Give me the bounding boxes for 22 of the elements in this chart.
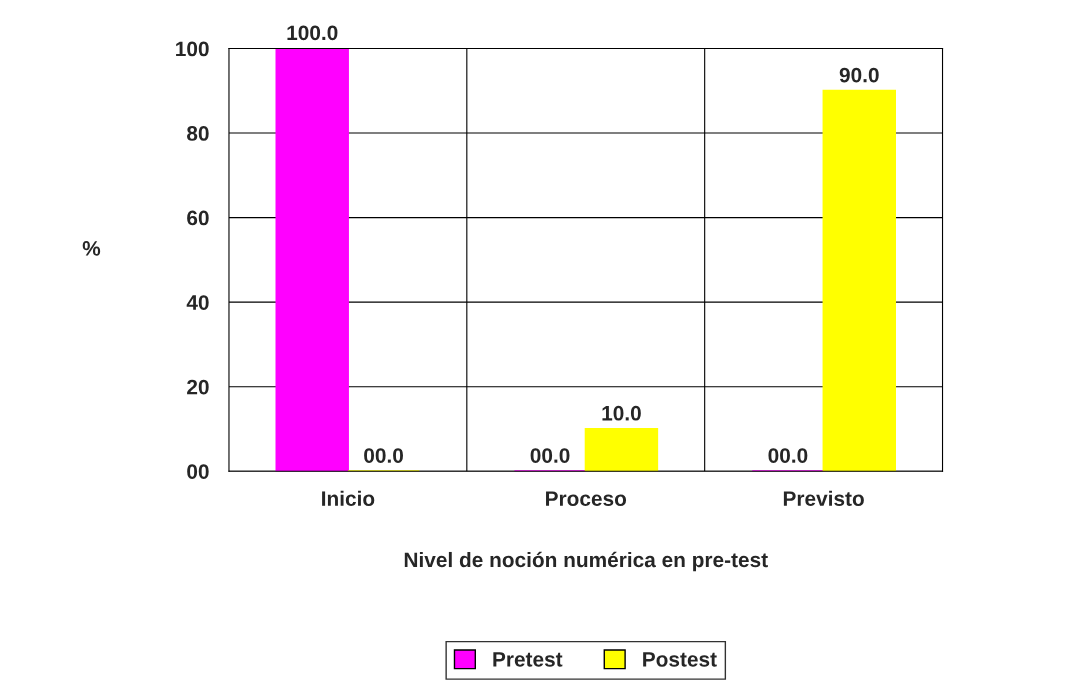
data-label: 00.0 xyxy=(530,448,570,463)
x-axis-title: Nivel de noción numérica en pre-test xyxy=(404,551,768,572)
y-tick-label: 80 xyxy=(187,126,209,141)
y-tick-label: 00 xyxy=(187,464,209,479)
bar xyxy=(275,48,349,472)
x-tick-label: Proceso xyxy=(546,491,627,506)
bar xyxy=(822,89,896,472)
legend-label: Pretest xyxy=(493,652,563,667)
data-label: 100.0 xyxy=(287,25,338,41)
y-axis-title: % xyxy=(82,241,101,256)
legend-label: Postest xyxy=(643,652,717,667)
y-tick-label: 60 xyxy=(187,210,209,226)
y-tick-label: 20 xyxy=(187,379,209,395)
data-label: 90.0 xyxy=(839,67,879,83)
data-label: 00.0 xyxy=(364,448,403,463)
x-tick-label: Inicio xyxy=(322,490,375,506)
bar xyxy=(584,427,659,472)
y-tick-label: 100 xyxy=(176,41,209,57)
y-tick-label: 40 xyxy=(186,295,209,310)
data-label: 00.0 xyxy=(768,448,808,463)
data-label: 10.0 xyxy=(602,405,641,421)
x-tick-label: Previsto xyxy=(783,490,864,506)
